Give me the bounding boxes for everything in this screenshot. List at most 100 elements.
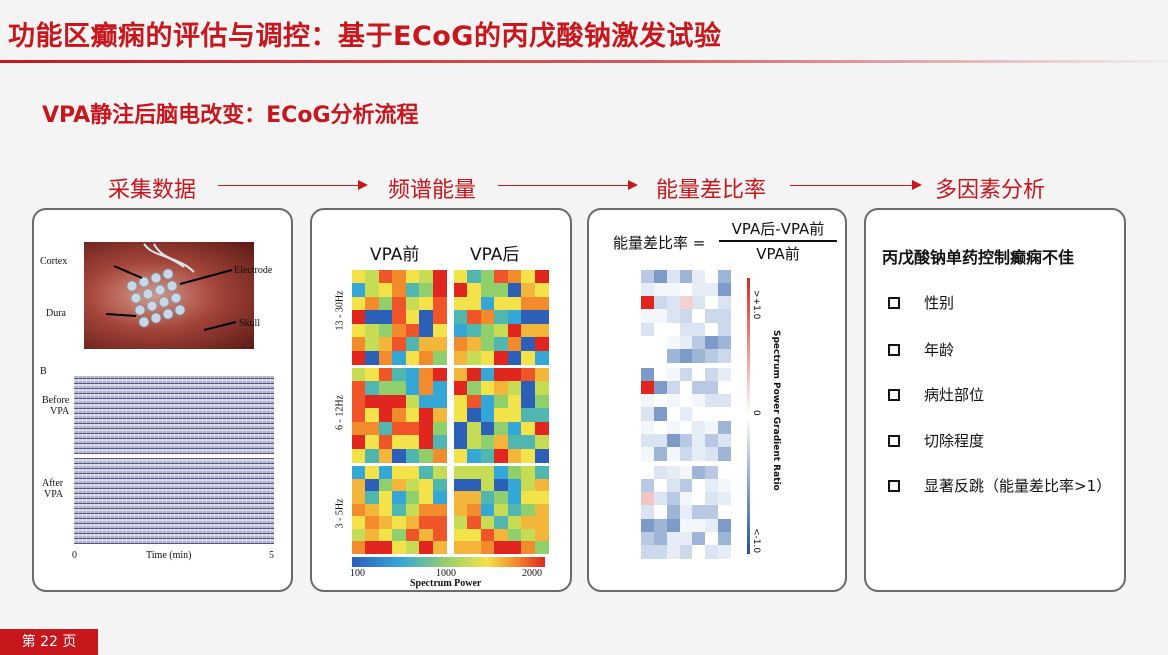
- heatmap-cell: [365, 448, 380, 463]
- heatmap-cell: [666, 492, 680, 507]
- heatmap-cell: [534, 421, 549, 436]
- heatmap-cell: [405, 296, 420, 311]
- heatmap-cell: [679, 270, 693, 284]
- heatmap-cell: [666, 446, 680, 461]
- heatmap-cell: [521, 541, 536, 555]
- heatmap-cell: [419, 408, 434, 423]
- heatmap-cell: [705, 505, 719, 520]
- heatmap-cell: [507, 350, 522, 365]
- heatmap-cell: [521, 503, 536, 517]
- heatmap-cell: [653, 270, 667, 284]
- heatmap-cell: [534, 350, 549, 365]
- factor-item-age: 年龄: [888, 339, 954, 360]
- heatmap-cell: [467, 350, 482, 365]
- heatmap-cell: [392, 435, 407, 450]
- heatmap-cell: [494, 323, 509, 338]
- heatmap-cell: [480, 478, 495, 492]
- heatmap-cell: [467, 323, 482, 338]
- heatmap-cell: [653, 518, 667, 533]
- heatmap-cell: [392, 408, 407, 423]
- factor-label: 显著反跳（能量差比率>1）: [924, 477, 1112, 495]
- heatmap-cell: [480, 296, 495, 311]
- heatmap-cell: [419, 283, 434, 298]
- colorbar-tick-100: 100: [350, 568, 365, 579]
- heatmap-cell: [454, 381, 468, 396]
- heatmap-cell: [653, 296, 667, 311]
- heatmap-cell: [705, 368, 719, 382]
- heatmap-cell: [507, 283, 522, 298]
- heatmap-cell: [405, 435, 420, 450]
- heatmap-cell: [352, 296, 366, 311]
- heatmap-cell: [432, 350, 447, 365]
- section-letter-b: B: [40, 366, 47, 377]
- heatmap-cell: [507, 516, 522, 530]
- heatmap-cell: [467, 368, 482, 382]
- heatmap-cell: [692, 446, 706, 461]
- heatmap-cell: [666, 420, 680, 435]
- heatmap-cell: [679, 479, 693, 494]
- heatmap-cell: [405, 270, 420, 284]
- colorbar-spectrum: [352, 557, 545, 567]
- heatmap-cell: [365, 435, 380, 450]
- heatmap-cell: [467, 491, 482, 505]
- heatmap-cell: [641, 407, 654, 422]
- heatmap-cell: [521, 296, 536, 311]
- heatmap-cell: [494, 528, 509, 542]
- heatmap-cell: [692, 531, 706, 546]
- heatmap-cell: [432, 478, 447, 492]
- heatmap-cell: [392, 350, 407, 365]
- heatmap-cell: [666, 309, 680, 324]
- heatmap-cell: [705, 309, 719, 324]
- heatmap-cell: [494, 350, 509, 365]
- heatmap-cell: [494, 503, 509, 517]
- heatmap-cell: [692, 433, 706, 448]
- heatmap-cell: [392, 466, 407, 479]
- heatmap-cell: [494, 466, 509, 479]
- heatmap-cell: [432, 448, 447, 463]
- heatmap-cell: [534, 323, 549, 338]
- label-dura: Dura: [46, 308, 66, 319]
- heatmap-cell: [352, 421, 366, 436]
- heatmap-cell: [718, 492, 732, 507]
- heatmap-cell: [641, 505, 654, 520]
- factor-item-sex: 性别: [888, 292, 954, 313]
- heatmap-cell: [365, 478, 380, 492]
- heatmap-cell: [392, 296, 407, 311]
- heatmap-before-high: [352, 270, 447, 365]
- label-skull: Skull: [239, 318, 261, 329]
- heatmap-cell: [432, 381, 447, 396]
- heatmap-cell: [666, 407, 680, 422]
- heatmap-cell: [419, 516, 434, 530]
- heatmap-cell: [378, 516, 393, 530]
- heatmap-cell: [432, 466, 447, 479]
- heatmap-cell: [705, 335, 719, 350]
- heatmap-cell: [718, 283, 732, 298]
- heatmap-cell: [692, 544, 706, 559]
- heatmap-cell: [679, 335, 693, 350]
- heatmap-cell: [718, 407, 732, 422]
- heatmap-cell: [494, 435, 509, 450]
- heatmap-cell: [692, 368, 706, 382]
- surgical-photo: [84, 242, 254, 349]
- heatmap-cell: [454, 541, 468, 555]
- heatmap-cell: [454, 310, 468, 325]
- heatmap-cell: [679, 381, 693, 396]
- ecog-traces: [74, 376, 274, 544]
- heatmap-cell: [521, 448, 536, 463]
- heatmap-before-low: [352, 466, 447, 555]
- heatmap-cell: [405, 310, 420, 325]
- col-head-before: VPA前: [370, 245, 420, 265]
- heatmap-cell: [494, 478, 509, 492]
- heatmap-cell: [641, 518, 654, 533]
- heatmap-cell: [352, 466, 366, 479]
- heatmap-cell: [378, 323, 393, 338]
- factor-label: 切除程度: [924, 432, 985, 450]
- heatmap-cell: [718, 446, 732, 461]
- heatmap-cell: [454, 368, 468, 382]
- heatmap-cell: [378, 421, 393, 436]
- heatmap-cell: [432, 310, 447, 325]
- heatmap-cell: [494, 448, 509, 463]
- heatmap-cell: [705, 466, 719, 480]
- heatmap-cell: [454, 503, 468, 517]
- heatmap-cell: [679, 446, 693, 461]
